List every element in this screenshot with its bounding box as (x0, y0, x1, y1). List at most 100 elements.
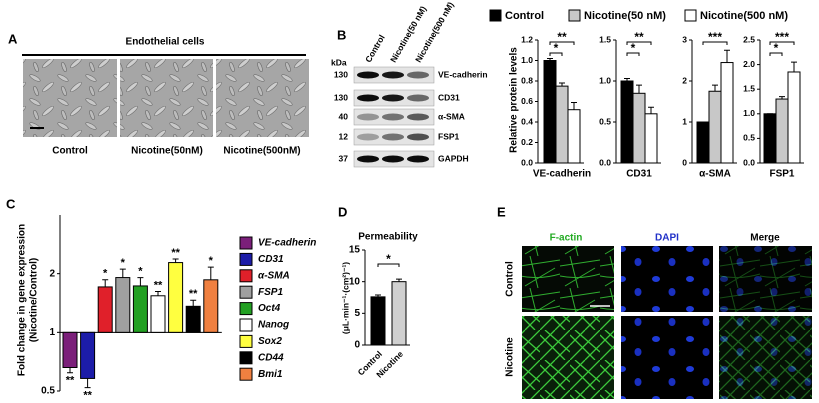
y-tick-label: 0.2 (521, 137, 533, 147)
legend-swatch (239, 334, 253, 348)
y-tick-label: 0.5 (743, 133, 755, 143)
protein-label: FSP1 (438, 131, 460, 141)
legend-label: α-SMA (258, 270, 290, 281)
x-axis-label: VE-cadherin (533, 169, 591, 180)
significance-bracket (377, 263, 400, 267)
kda-label: 12 (339, 131, 349, 141)
image-label: Nicotine(500nM) (223, 146, 300, 157)
chart: 0.00.20.40.60.81.01.2 ***VE-cadherinRelat… (489, 9, 788, 180)
blot-band (382, 94, 404, 102)
error-bar (571, 102, 577, 110)
panel-label: D (338, 204, 347, 219)
chart: 0.512**************Fold change in gene e… (17, 215, 316, 402)
error-bar (636, 84, 642, 94)
micrograph-overlay (719, 316, 812, 399)
y-tick-label: 1.0 (599, 75, 611, 85)
blot-band (407, 94, 429, 102)
protein-label: α-SMA (438, 111, 465, 121)
bar (763, 113, 777, 164)
blot-band (382, 113, 404, 121)
image-label: Control (52, 146, 88, 157)
kda-unit: kDa (331, 57, 347, 67)
significance: *** (708, 30, 722, 44)
bar (132, 285, 148, 333)
bar (708, 90, 722, 164)
error-bar (624, 78, 630, 81)
error-bar (779, 96, 785, 100)
panel-label: C (6, 196, 16, 211)
significance: * (386, 252, 391, 266)
y-axis-label: Relative protein levels (509, 47, 520, 153)
significance-bracket (549, 52, 563, 56)
legend-label: Sox2 (258, 336, 282, 347)
error-bar (712, 84, 718, 92)
western-blot: 130 VE-cadherin 130 CD31 40 α-SMA 12 FSP1 37 GAPD… (334, 66, 488, 168)
bar (543, 60, 557, 164)
error-bar (547, 57, 553, 61)
micrograph (522, 316, 614, 399)
micrograph-overlay (719, 246, 812, 312)
channel-label: F-actin (550, 233, 583, 244)
chart: 0 1 2 3 *** α-SMA (682, 30, 737, 180)
legend-swatch (239, 285, 253, 299)
significance: ** (83, 390, 92, 402)
protein-label: GAPDH (438, 153, 469, 163)
kda-label: 130 (334, 92, 348, 102)
micrograph (522, 246, 614, 312)
error-bar (155, 291, 161, 296)
legend-swatch (568, 9, 581, 22)
error-bar (102, 279, 109, 287)
image-label: Nicotine(50nM) (131, 146, 203, 157)
legend-label: FSP1 (258, 287, 283, 298)
kda-label: 37 (339, 153, 349, 163)
significance: * (554, 41, 559, 55)
blot-band (382, 155, 404, 163)
kda-label: 40 (339, 111, 349, 121)
bar (185, 305, 201, 333)
x-axis-label: FSP1 (769, 169, 794, 180)
legend-label: Oct4 (258, 303, 281, 314)
chart: 051015ControlNicotine*Permeability(μL·mi… (340, 232, 418, 380)
y-tick-label: 0.6 (521, 96, 533, 106)
micrograph (23, 59, 117, 137)
legend-label: Nanog (258, 320, 289, 331)
error-bar (375, 294, 381, 297)
micrograph (120, 59, 213, 137)
significance: * (121, 257, 126, 269)
significance: ** (634, 30, 644, 44)
y-tick-label: 0.0 (743, 157, 755, 167)
significance: ** (66, 375, 75, 387)
legend-swatch (239, 318, 253, 332)
y-tick-label: 1.5 (599, 34, 611, 44)
y-tick-label: 1 (682, 116, 687, 126)
y-tick-label: 3 (682, 34, 687, 44)
blot-band (357, 113, 379, 121)
error-bar (84, 378, 91, 389)
blot-band (407, 133, 429, 141)
significance-bracket (626, 41, 652, 45)
bar (150, 295, 166, 333)
panel-title: Endothelial cells (126, 37, 205, 48)
y-tick-label: 2 (49, 268, 55, 279)
bar (644, 113, 658, 164)
legend-swatch (489, 9, 502, 22)
error-bar (207, 266, 214, 280)
x-axis-label: α-SMA (699, 169, 731, 180)
chart: 0.0 0.5 1.0 1.5 *** CD31 (599, 30, 661, 180)
chart: 0.0 0.5 1.0 1.5 2.0 2.5 **** FSP1 (743, 30, 804, 180)
kda-label: 130 (334, 69, 348, 79)
blot-band (407, 71, 429, 79)
error-bar (172, 258, 179, 263)
significance: * (103, 268, 108, 280)
blot-band (357, 133, 379, 141)
legend-label: CD44 (258, 352, 284, 363)
error-bar (648, 106, 654, 114)
error-bar (67, 367, 73, 374)
legend-swatch (239, 269, 253, 283)
legend-swatch (239, 252, 253, 266)
bar (391, 281, 407, 346)
significance-bracket (769, 52, 783, 56)
blot-band (407, 155, 429, 163)
blot-band (382, 71, 404, 79)
significance-bracket (626, 52, 640, 56)
